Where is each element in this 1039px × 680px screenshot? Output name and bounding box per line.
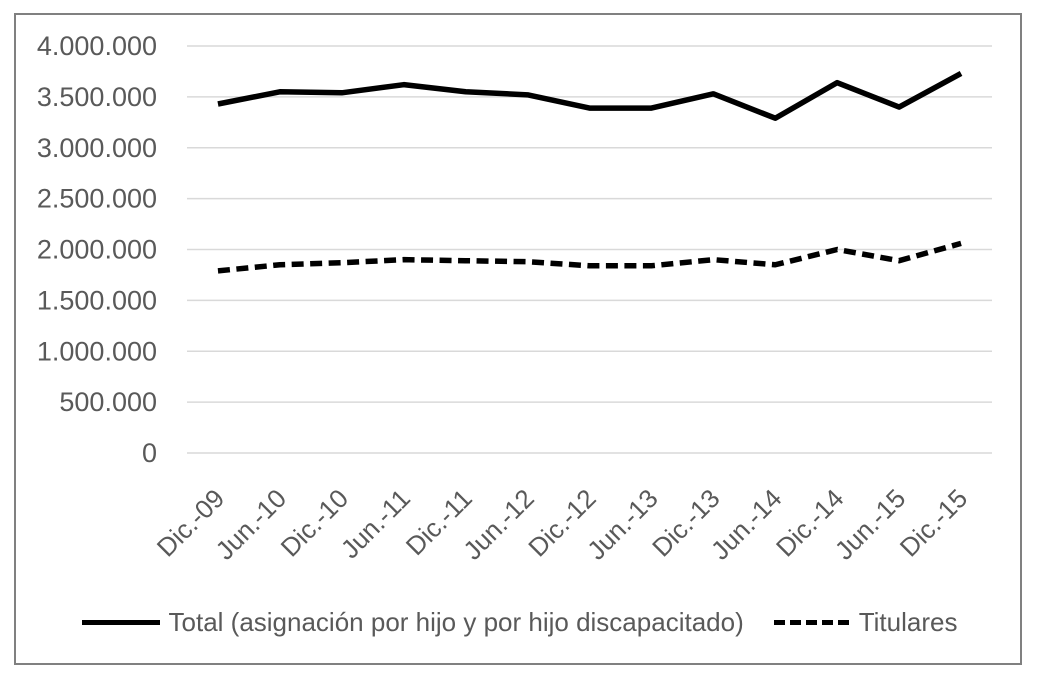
y-axis-tick-label: 500.000 bbox=[59, 387, 157, 417]
series-line-titulares bbox=[217, 240, 962, 274]
y-axis-tick-label: 1.000.000 bbox=[37, 336, 157, 366]
x-axis-tick-label: Jun.-12 bbox=[457, 483, 540, 566]
y-axis-tick-label: 2.000.000 bbox=[37, 235, 157, 265]
y-axis-tick-label: 3.000.000 bbox=[37, 133, 157, 163]
y-axis-tick-label: 0 bbox=[142, 438, 157, 468]
x-axis-tick-label: Jun.-11 bbox=[335, 483, 416, 564]
y-axis-tick-label: 1.500.000 bbox=[37, 285, 157, 315]
y-axis-tick-label: 3.500.000 bbox=[37, 82, 157, 112]
x-axis-tick-label: Jun.-14 bbox=[705, 483, 788, 566]
series-line-total bbox=[217, 71, 963, 121]
y-axis-tick-label: 2.500.000 bbox=[37, 184, 157, 214]
legend-dashed-line-sample bbox=[773, 619, 850, 625]
legend-item-total: Total (asignación por hijo y por hijo di… bbox=[81, 606, 744, 638]
chart-frame-border bbox=[14, 13, 1022, 665]
legend-label-total: Total (asignación por hijo y por hijo di… bbox=[168, 606, 744, 637]
legend-solid-line-sample bbox=[81, 619, 160, 625]
legend-item-titulares: Titulares bbox=[773, 606, 958, 638]
x-axis-tick-label: Jun.-10 bbox=[210, 483, 293, 566]
chart-legend: Total (asignación por hijo y por hijo di… bbox=[0, 603, 1039, 641]
x-axis-tick-label: Dic.-15 bbox=[894, 483, 973, 562]
x-axis-tick-label: Jun.-13 bbox=[581, 483, 664, 566]
legend-label-titulares: Titulares bbox=[858, 606, 958, 637]
x-axis-tick-label: Jun.-15 bbox=[829, 483, 912, 566]
y-axis-tick-label: 4.000.000 bbox=[37, 31, 157, 61]
